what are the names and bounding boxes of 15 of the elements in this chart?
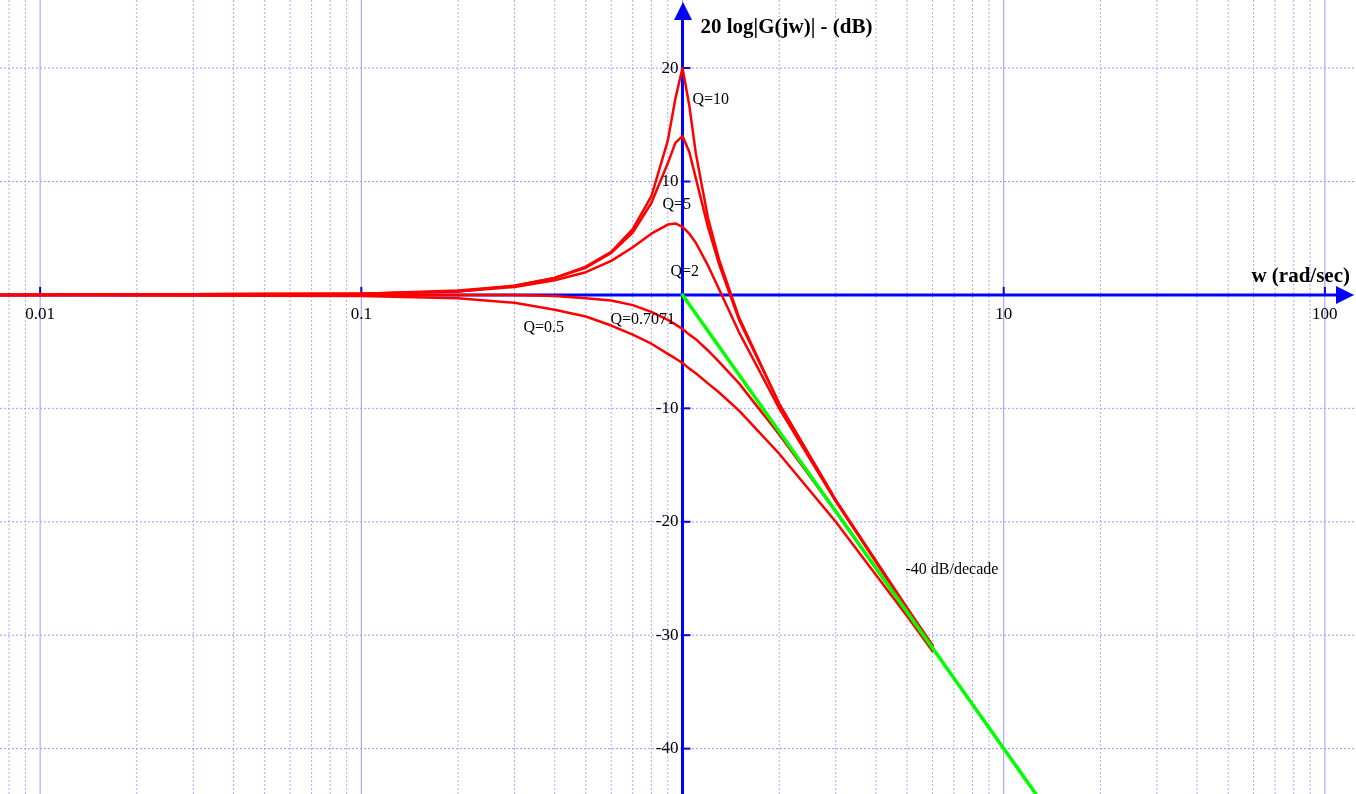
y-tick-label: -40 xyxy=(655,738,679,758)
series-label: -40 dB/decade xyxy=(905,560,999,578)
x-axis-title: w (rad/sec) xyxy=(1251,262,1350,287)
x-tick-label: 0.1 xyxy=(350,303,372,323)
series-label: Q=10 xyxy=(692,90,730,108)
y-tick-label: -30 xyxy=(655,624,679,644)
x-tick-label: 10 xyxy=(995,303,1013,323)
y-tick-label: -10 xyxy=(655,397,679,417)
series-label: Q=0.5 xyxy=(523,318,565,336)
x-tick-label: 100 xyxy=(1312,303,1338,323)
y-tick-label: 10 xyxy=(661,170,679,190)
x-tick-label: 0.01 xyxy=(25,303,55,323)
y-tick-label: 20 xyxy=(661,57,679,77)
y-tick-label: -20 xyxy=(655,511,679,531)
y-axis-title: 20 log|G(jw)| - (dB) xyxy=(700,14,873,39)
